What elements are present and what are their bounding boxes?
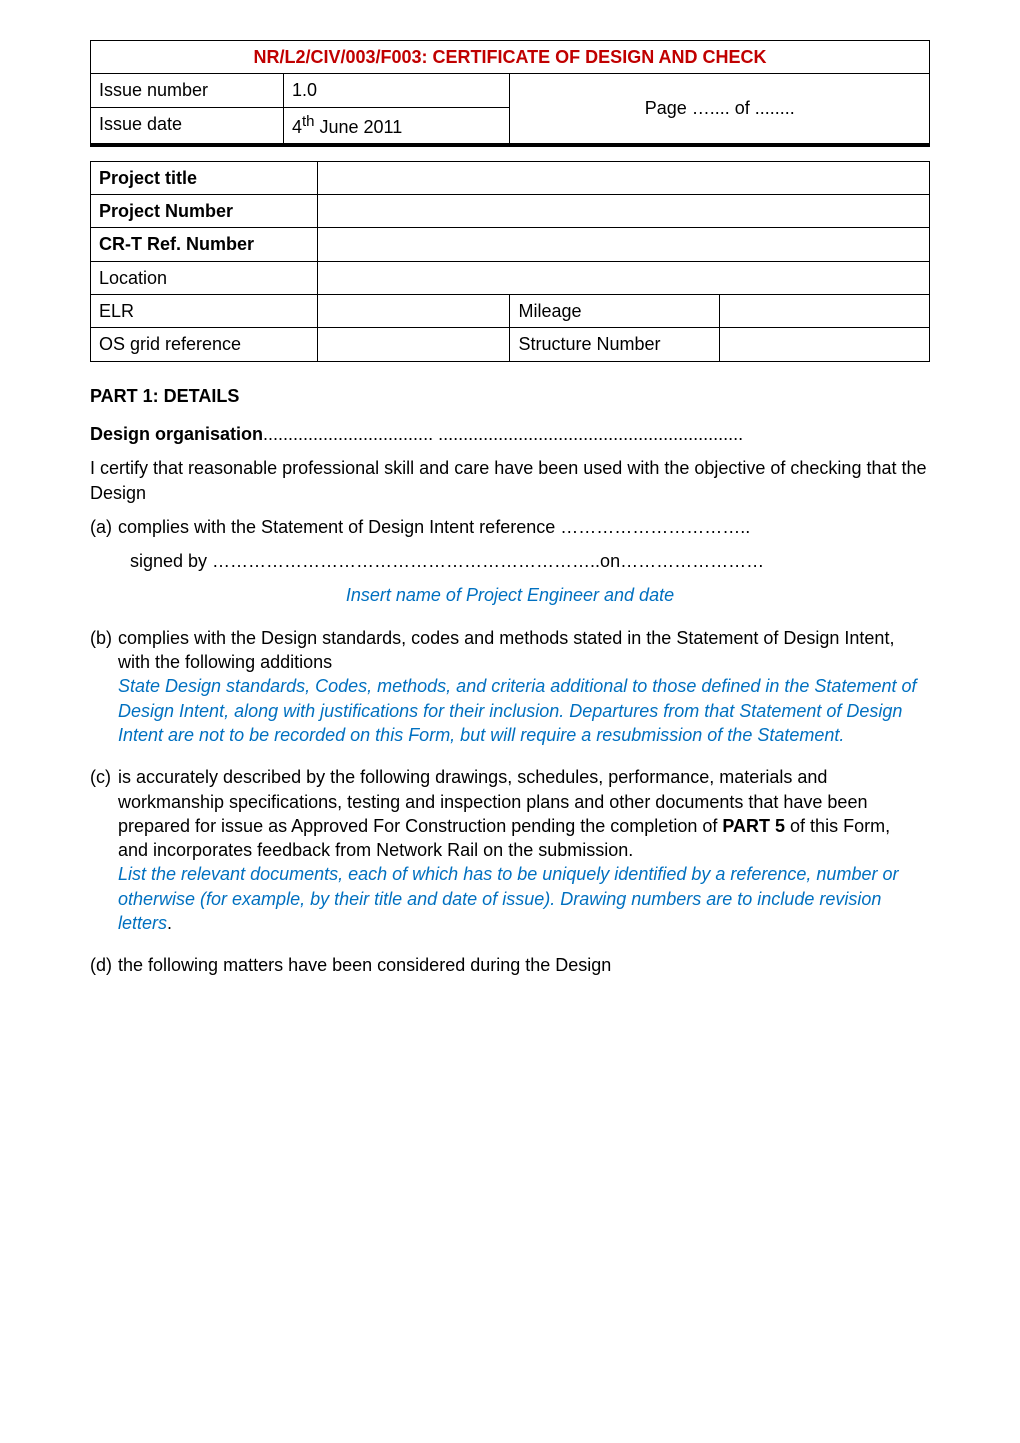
design-organisation-label: Design organisation [90,424,263,444]
item-b-letter: (b) [90,626,118,650]
project-number-label: Project Number [91,195,318,228]
item-d-letter: (d) [90,953,118,977]
elr-value[interactable] [317,295,510,328]
os-grid-value[interactable] [317,328,510,361]
project-number-value[interactable] [317,195,929,228]
issue-number-value: 1.0 [283,74,510,107]
location-label: Location [91,261,318,294]
os-grid-label: OS grid reference [91,328,318,361]
project-info-table: Project title Project Number CR-T Ref. N… [90,161,930,362]
item-a-body: complies with the Statement of Design In… [118,515,918,539]
crt-ref-label: CR-T Ref. Number [91,228,318,261]
design-organisation-dots: .................................. .....… [263,424,743,444]
item-c-bold: PART 5 [722,816,785,836]
form-title: NR/L2/CIV/003/F003: CERTIFICATE OF DESIG… [91,41,930,74]
part1-heading: PART 1: DETAILS [90,384,930,408]
design-organisation-line: Design organisation.....................… [90,422,930,446]
certify-text: I certify that reasonable professional s… [90,456,930,505]
item-c-note-tail: . [167,913,172,933]
item-b-text: complies with the Design standards, code… [118,628,894,672]
item-c-letter: (c) [90,765,118,789]
project-title-label: Project title [91,161,318,194]
item-c-body: is accurately described by the following… [118,765,918,935]
item-a-note: Insert name of Project Engineer and date [90,583,930,607]
issue-date-label: Issue date [91,107,284,145]
item-b-body: complies with the Design standards, code… [118,626,918,747]
elr-label: ELR [91,295,318,328]
crt-ref-value[interactable] [317,228,929,261]
item-b: (b) complies with the Design standards, … [90,626,930,747]
mileage-value[interactable] [720,295,930,328]
item-c-note: List the relevant documents, each of whi… [118,864,898,933]
issue-date-value: 4th June 2011 [283,107,510,145]
item-a-letter: (a) [90,515,118,539]
item-a-signed-by: signed by ………………………………………………………..on……………… [90,549,930,573]
issue-number-label: Issue number [91,74,284,107]
structure-number-label: Structure Number [510,328,720,361]
header-table: NR/L2/CIV/003/F003: CERTIFICATE OF DESIG… [90,40,930,147]
page-indicator: Page ….... of ........ [510,74,930,145]
location-value[interactable] [317,261,929,294]
item-b-note: State Design standards, Codes, methods, … [118,676,917,745]
mileage-label: Mileage [510,295,720,328]
project-title-value[interactable] [317,161,929,194]
item-d-body: the following matters have been consider… [118,953,918,977]
structure-number-value[interactable] [720,328,930,361]
item-c: (c) is accurately described by the follo… [90,765,930,935]
item-a: (a)complies with the Statement of Design… [90,515,930,539]
item-d: (d)the following matters have been consi… [90,953,930,977]
